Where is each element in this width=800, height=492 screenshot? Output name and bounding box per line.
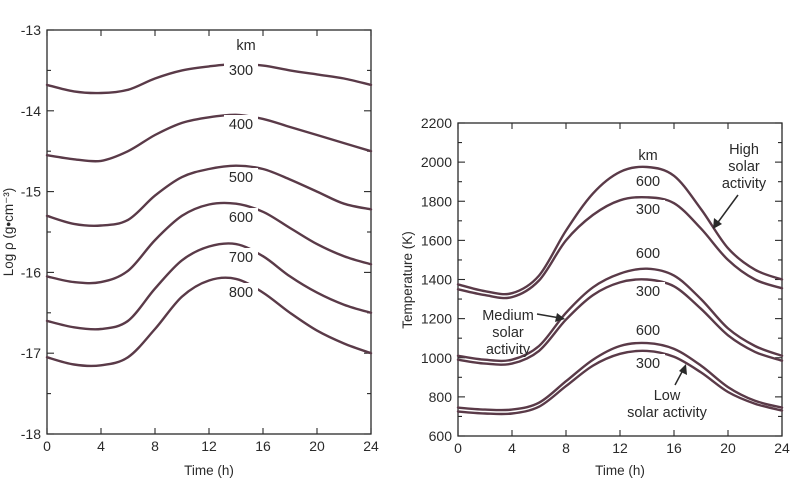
temperature-curve-300 [456, 349, 784, 416]
annotation-medium-line-2: solar [492, 325, 524, 341]
density-label-bg [224, 115, 258, 133]
temperature-curve-label-600: 600 [636, 174, 660, 190]
density-y-tick-label: -17 [21, 345, 41, 361]
temperature-km-label: km [638, 148, 657, 164]
density-label-bg [224, 208, 258, 226]
annotation-low-line-1: Low [654, 388, 681, 404]
density-chart: 0 4 8 12 16 20 24 -13 -14 -15 -16 -17 -18 300 400 500 6… [1, 22, 379, 478]
density-curve-label-500: 500 [229, 170, 253, 186]
temperature-curve-label-600: 600 [636, 323, 660, 339]
density-curve-700 [45, 242, 373, 331]
density-x-tick-label: 8 [151, 438, 159, 454]
density-x-tick-label: 0 [43, 438, 51, 454]
temperature-x-tick-label: 24 [774, 440, 790, 456]
temperature-y-tick-label: 2000 [421, 154, 452, 170]
density-curve-label-300: 300 [229, 63, 253, 79]
annotation-medium-line-3: activity [486, 342, 531, 358]
temperature-label-bg [631, 282, 665, 300]
arrowhead-medium [555, 313, 565, 322]
density-curve-label-800: 800 [229, 285, 253, 301]
density-x-tick-label: 12 [201, 438, 217, 454]
density-curve-500 [45, 164, 373, 227]
temperature-label-bg [631, 172, 665, 190]
temperature-y-tick-label: 800 [429, 389, 453, 405]
temperature-axis-ticks: 0 4 8 12 16 20 24 2200 2000 1800 1600 1400 1200 1000 8… [421, 115, 790, 456]
density-label-bg [224, 248, 258, 266]
density-x-tick-label: 16 [255, 438, 271, 454]
temperature-x-axis-label: Time (h) [595, 463, 645, 478]
annotation-medium-solar-activity: Medium solar activity [482, 308, 565, 358]
density-y-tick-label: -16 [21, 264, 41, 280]
density-plot-frame [46, 29, 372, 435]
arrow-low [674, 369, 684, 386]
density-curve-label-400: 400 [229, 117, 253, 133]
density-curve-800 [45, 276, 373, 368]
temperature-curve-600 [456, 341, 784, 412]
density-y-axis-label: Log ρ (g•cm⁻³) [1, 188, 16, 277]
temperature-y-tick-label: 1600 [421, 232, 452, 248]
annotation-high-line-3: activity [722, 176, 767, 192]
temperature-x-tick-label: 12 [612, 440, 628, 456]
density-axis-ticks: 0 4 8 12 16 20 24 -13 -14 -15 -16 -17 -18 [21, 22, 379, 454]
temperature-label-bg [631, 321, 665, 339]
temperature-y-tick-label: 1400 [421, 272, 452, 288]
density-km-label: km [236, 38, 255, 54]
temperature-x-tick-label: 0 [454, 440, 462, 456]
arrow-high [715, 194, 739, 226]
temperature-y-tick-label: 600 [429, 428, 453, 444]
density-label-bg [224, 61, 258, 79]
temperature-curve-600 [456, 267, 784, 363]
temperature-y-axis-label: Temperature (K) [400, 231, 415, 329]
density-x-axis-label: Time (h) [184, 463, 234, 478]
temperature-x-tick-label: 16 [666, 440, 682, 456]
arrowhead-high [713, 218, 722, 229]
density-y-tick-label: -15 [21, 184, 41, 200]
temperature-y-tick-label: 1800 [421, 193, 452, 209]
arrowhead-low [679, 364, 687, 375]
density-y-tick-label: -14 [21, 103, 41, 119]
temperature-curve-300 [456, 278, 784, 366]
annotation-high-line-2: solar [728, 159, 760, 175]
density-curves [45, 62, 373, 368]
temperature-y-tick-label: 1000 [421, 350, 452, 366]
annotation-high-line-1: High [729, 142, 759, 158]
temperature-y-tick-label: 1200 [421, 311, 452, 327]
density-label-bg [224, 168, 258, 186]
density-y-tick-label: -18 [21, 426, 41, 442]
density-curve-300 [45, 62, 373, 95]
temperature-label-bg [631, 200, 665, 218]
density-label-bg [224, 283, 258, 301]
annotation-low-solar-activity: Low solar activity [627, 364, 708, 421]
temperature-x-tick-label: 4 [508, 440, 516, 456]
temperature-curve-labels: 600 300 600 300 600 300 [631, 172, 665, 372]
density-curve-label-700: 700 [229, 250, 253, 266]
temperature-chart: 0 4 8 12 16 20 24 2200 2000 1800 1600 1400 1200 1000 8… [400, 115, 790, 478]
temperature-y-tick-label: 2200 [421, 115, 452, 131]
temperature-curves [456, 165, 784, 416]
density-y-tick-label: -13 [21, 22, 41, 38]
annotation-medium-line-1: Medium [482, 308, 534, 324]
temperature-x-tick-label: 8 [562, 440, 570, 456]
density-x-tick-label: 4 [97, 438, 105, 454]
temperature-curve-label-300: 300 [636, 284, 660, 300]
temperature-curve-label-300: 300 [636, 202, 660, 218]
density-curve-600 [45, 201, 373, 285]
temperature-curve-label-300: 300 [636, 356, 660, 372]
density-curve-label-600: 600 [229, 210, 253, 226]
temperature-curve-300 [456, 195, 784, 300]
density-x-tick-label: 24 [363, 438, 379, 454]
temperature-curve-600 [456, 165, 784, 296]
temperature-label-bg [631, 354, 665, 372]
density-curve-400 [45, 113, 373, 163]
density-x-tick-label: 20 [309, 438, 325, 454]
annotation-low-line-2: solar activity [627, 405, 708, 421]
temperature-curve-label-600: 600 [636, 246, 660, 262]
annotation-high-solar-activity: High solar activity [713, 142, 767, 229]
temperature-label-bg [631, 244, 665, 262]
density-curve-labels: 300 400 500 600 700 800 [224, 61, 258, 301]
temperature-x-tick-label: 20 [720, 440, 736, 456]
